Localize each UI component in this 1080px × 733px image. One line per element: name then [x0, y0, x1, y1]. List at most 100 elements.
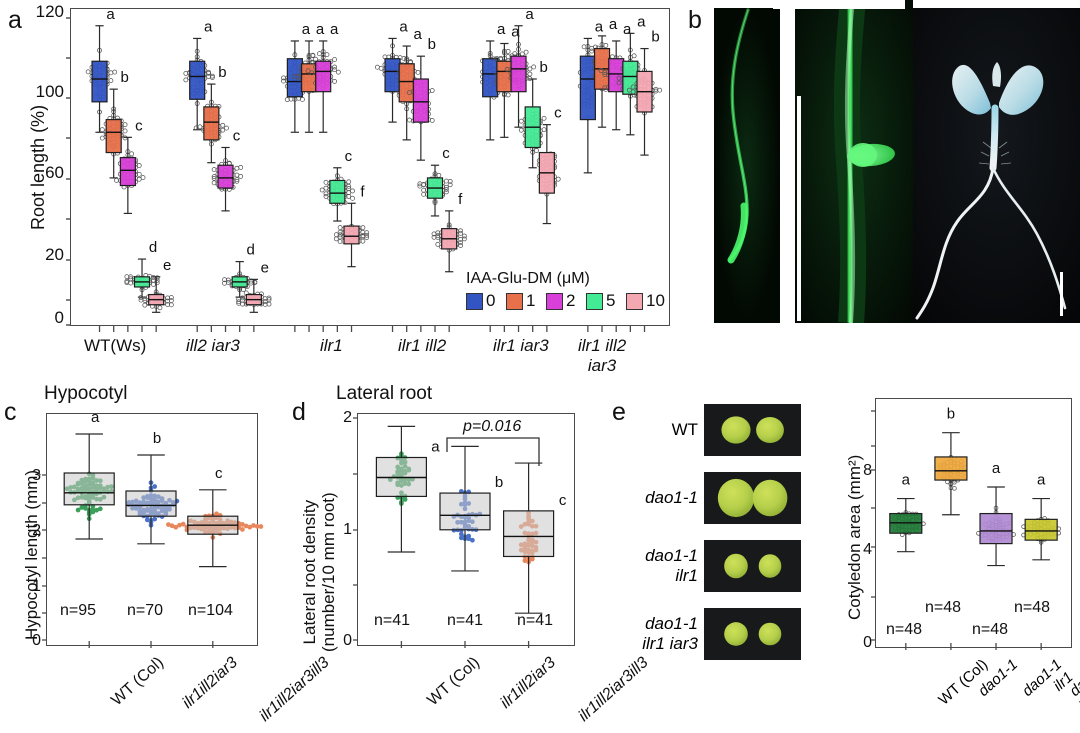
significance-letter: a: [431, 438, 440, 455]
panel-c-letter: c: [4, 398, 17, 426]
significance-letter: d: [247, 242, 255, 259]
box: [608, 58, 625, 93]
significance-letter: a: [525, 6, 534, 23]
significance-letter: a: [637, 13, 646, 30]
panel-e-ytick-0: 0: [863, 634, 872, 651]
whisker: [109, 88, 118, 179]
box: [510, 55, 527, 93]
whisker: [388, 37, 397, 123]
panel-e-photo-2: [704, 540, 801, 592]
whisker: [626, 32, 635, 136]
whisker: [486, 40, 495, 141]
whisker: [75, 433, 103, 540]
whisker: [583, 37, 592, 174]
panel-a-ytick-100: 100: [35, 82, 64, 101]
box: [217, 164, 234, 189]
significance-letter: a: [497, 21, 506, 38]
panel-e-n-1: n=48: [925, 599, 962, 616]
box: [579, 55, 596, 121]
panel-c-ytick-3: 3: [32, 467, 41, 484]
panel-e-photo-label-1: dao1-1: [645, 488, 698, 508]
panel-a-ytick-60: 60: [45, 163, 64, 182]
panel-d-title: Lateral root: [336, 383, 433, 404]
significance-letter: b: [121, 69, 129, 86]
whisker: [235, 261, 244, 298]
significance-letter: a: [623, 21, 632, 38]
significance-letter: c: [215, 465, 223, 482]
whisker: [542, 124, 551, 225]
significance-letter: a: [204, 18, 213, 35]
panel-a-ytick-0: 0: [54, 308, 64, 327]
box: [329, 179, 346, 204]
box: [398, 63, 415, 103]
panel-a-xcat-0: WT(Ws): [84, 336, 147, 355]
whisker: [199, 489, 227, 568]
legend-label-2: 2: [566, 291, 576, 310]
panel-d-n-1: n=41: [447, 612, 484, 629]
panel-e-n-0: n=48: [886, 621, 923, 638]
significance-letter: a: [91, 410, 100, 426]
significance-letter: a: [992, 460, 1001, 477]
label-line2: ilr1: [675, 566, 698, 585]
significance-letter: a: [106, 6, 115, 23]
significance-letter: e: [261, 259, 269, 276]
whisker: [500, 42, 509, 138]
whisker: [137, 454, 165, 545]
legend-label-1: 1: [526, 291, 536, 310]
label-line2: ilr1 iar3: [642, 634, 698, 653]
whisker: [207, 83, 216, 164]
panel-a-ytick-20: 20: [45, 245, 64, 264]
significance-letter: a: [399, 18, 408, 35]
panel-b-scalebar-3: [1060, 272, 1063, 316]
whisker: [445, 210, 454, 273]
whisker: [514, 25, 523, 128]
whisker: [290, 40, 299, 133]
significance-letter: b: [428, 36, 436, 53]
significance-letter: a: [902, 472, 911, 489]
significance-letter: a: [511, 24, 520, 41]
panel-b-image-1: [714, 8, 780, 323]
whisker: [1032, 497, 1050, 561]
box: [91, 60, 108, 103]
whisker: [528, 78, 537, 169]
significance-letter: c: [135, 117, 143, 134]
legend-swatch-0: [466, 293, 483, 310]
panel-b-scalebar-1: [780, 78, 784, 320]
panel-d-ylabel: Lateral root density (number/10 mm root): [300, 492, 338, 652]
significance-letter: a: [414, 26, 423, 43]
panel-a-xcat-1: ill2 iar3: [186, 336, 240, 355]
significance-letter: c: [559, 492, 567, 509]
panel-d-cat-2: ilr1ill2iar3ill3: [575, 654, 652, 725]
panel-b-image-2: [795, 0, 913, 323]
significance-letter: b: [651, 29, 659, 46]
panel-d-ytick-0: 0: [343, 632, 352, 649]
significance-letter: c: [442, 145, 450, 162]
panel-d-letter: d: [292, 398, 306, 426]
panel-c-cat-2: ilr1ill2iar3ill3: [256, 654, 333, 725]
panel-a-ytick-120: 120: [35, 2, 64, 21]
significance-letter: a: [609, 16, 618, 33]
panel-c-n-0: n=95: [60, 602, 97, 619]
box: [125, 490, 177, 517]
panel-d-cat-0: WT (Col): [424, 654, 484, 710]
label-line1: dao1-1: [645, 546, 698, 565]
panel-e-ytick-8: 8: [863, 462, 872, 479]
panel-d-ytick-1: 1: [343, 521, 352, 538]
box: [119, 157, 136, 187]
panel-b-scalebar-2: [797, 96, 801, 321]
legend-swatch-2: [546, 293, 563, 310]
label-line1: dao1-1: [645, 488, 698, 507]
significance-letter: c: [554, 105, 562, 122]
box: [979, 512, 1013, 545]
whisker: [152, 276, 161, 313]
panel-a-xcat-5-line1: ilr1 ill2: [578, 336, 627, 355]
box: [934, 456, 968, 481]
box: [203, 106, 220, 141]
significance-letter: b: [947, 406, 955, 423]
panel-d-pvalue-label: p=0.016: [463, 418, 522, 435]
panel-e-ytick-4: 4: [863, 541, 872, 558]
panel-c-ylabel: Hypocotyl length (mm): [22, 469, 41, 640]
significance-letter: b: [153, 430, 161, 447]
significance-letter: e: [163, 257, 171, 274]
label-line1: dao1-1: [645, 614, 698, 633]
